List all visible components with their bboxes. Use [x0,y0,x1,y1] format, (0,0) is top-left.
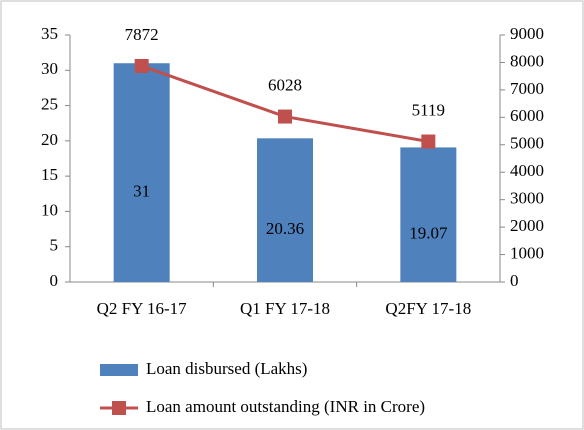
line-marker [278,109,292,124]
y2-tick-label: 8000 [510,51,544,70]
y2-tick-label: 7000 [510,79,544,98]
line-value-label: 6028 [268,75,302,94]
y2-tick-label: 3000 [510,189,544,208]
y2-tick-label: 5000 [510,134,544,153]
bar-value-label: 19.07 [409,224,448,243]
y-tick-label: 5 [50,236,59,255]
y2-tick-label: 4000 [510,161,544,180]
y-tick-label: 15 [41,165,58,184]
y-tick-label: 30 [41,59,58,78]
bar-value-label: 20.36 [266,219,304,238]
legend-label: Loan disbursed (Lakhs) [146,359,307,378]
bar-value-label: 31 [133,182,150,201]
line-marker [421,134,436,149]
y-tick-label: 0 [50,271,59,290]
x-tick-label: Q2 FY 16-17 [97,299,188,318]
y-tick-label: 35 [41,24,58,43]
y2-tick-label: 1000 [510,243,544,262]
x-tick-label: Q2FY 17-18 [385,299,471,318]
y-tick-label: 20 [41,130,58,149]
line-value-label: 7872 [125,25,159,44]
y2-tick-label: 9000 [510,24,544,43]
y-tick-label: 25 [41,94,58,113]
bar [400,147,457,282]
bar [113,63,170,282]
x-tick-label: Q1 FY 17-18 [240,299,330,318]
y-tick-label: 10 [41,200,58,219]
legend-marker [112,401,126,415]
line-marker [134,58,149,73]
y2-tick-label: 0 [510,271,519,290]
y2-tick-label: 2000 [510,216,544,235]
legend-label: Loan amount outstanding (INR in Crore) [146,397,425,416]
y2-tick-label: 6000 [510,106,544,125]
bar [257,138,313,282]
legend-swatch [100,364,138,376]
line-value-label: 5119 [412,100,445,119]
